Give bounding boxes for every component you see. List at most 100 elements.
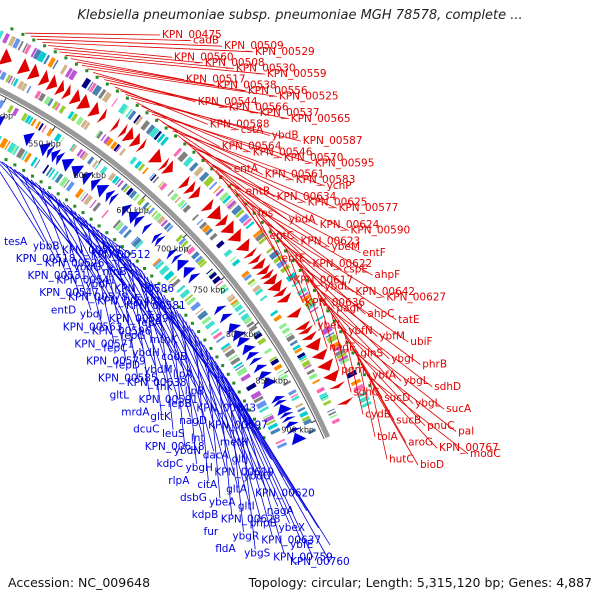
gene-label-forward: sucB xyxy=(396,414,421,426)
leader-line xyxy=(22,174,68,277)
feature-block xyxy=(241,270,250,279)
feature-block xyxy=(89,199,97,209)
leader-line xyxy=(115,246,139,379)
leader-line xyxy=(341,329,445,410)
feature-block xyxy=(70,144,78,153)
feature-block xyxy=(291,395,300,402)
leader-line xyxy=(169,302,186,447)
leader-line xyxy=(369,381,388,460)
leader-line xyxy=(347,340,395,421)
feature-block xyxy=(152,176,160,184)
leader-line xyxy=(129,259,150,396)
gc-dot xyxy=(157,282,161,286)
gene-label-reverse: KPN_00760 xyxy=(290,556,350,568)
gene-label-reverse: KPN_00628 xyxy=(221,513,281,525)
leader-line xyxy=(24,32,161,36)
gene-label-forward: ybdL xyxy=(324,280,350,292)
gene-label-reverse: gltI xyxy=(238,501,255,513)
gene-label-forward: sdhD xyxy=(434,381,461,393)
feature-block xyxy=(326,333,338,344)
gene-label-forward: ybeL xyxy=(317,319,342,331)
gc-dot xyxy=(95,75,99,79)
gc-dot xyxy=(113,238,117,242)
gene-label-reverse: KPN_00512 xyxy=(91,249,151,261)
tick-mark xyxy=(98,158,103,164)
gene-label-forward: KPN_00508 xyxy=(205,57,265,69)
gene-label-reverse: KPN_00526 xyxy=(45,257,105,269)
map-title: Klebsiella pneumoniae subsp. pneumoniae … xyxy=(77,8,523,23)
gene-label-reverse: fepC xyxy=(103,343,127,355)
feature-block xyxy=(179,288,191,299)
feature-block xyxy=(12,78,19,87)
tick-mark xyxy=(182,234,188,239)
leader-line xyxy=(185,321,226,469)
tick-label: 800 kbp xyxy=(226,330,259,339)
feature-block xyxy=(221,287,230,295)
cds-arrow xyxy=(237,337,251,348)
feature-block xyxy=(249,281,257,288)
feature-block xyxy=(268,249,281,260)
feature-block xyxy=(252,229,263,239)
feature-block xyxy=(276,369,285,375)
gene-label-forward: KPN_00565 xyxy=(291,113,351,125)
feature-block xyxy=(242,217,253,227)
gene-label-reverse: KPN_00597 xyxy=(208,420,268,432)
feature-block xyxy=(235,209,245,219)
cds-arrow xyxy=(161,160,174,174)
gene-label-reverse: KPN_00518 xyxy=(16,253,76,265)
feature-block xyxy=(225,198,234,207)
feature-block xyxy=(153,130,162,141)
feature-block xyxy=(259,405,270,413)
gene-label-forward: ybgL xyxy=(415,398,441,410)
gene-label-reverse: KPN_00586 xyxy=(114,283,174,295)
gene-label-reverse: nagD xyxy=(179,415,207,427)
gene-label-reverse: ybdJ xyxy=(80,309,103,321)
cds-arrow xyxy=(297,324,313,335)
feature-block xyxy=(338,354,349,362)
gene-label-forward: bioD xyxy=(420,459,444,471)
feature-block xyxy=(94,162,101,170)
feature-block xyxy=(91,84,103,97)
gene-label-forward: KPN_00546 xyxy=(253,146,313,158)
gene-label-reverse: fepG xyxy=(121,330,146,342)
gene-label-forward: KPN_00559 xyxy=(267,68,327,80)
gene-label-forward: pnuC xyxy=(427,420,454,432)
feature-block xyxy=(253,395,264,404)
leader-line xyxy=(194,332,209,481)
leader-line xyxy=(119,249,168,383)
leader-line xyxy=(74,211,132,332)
gene-label-reverse: ybeA xyxy=(209,496,236,508)
gene-label-reverse: mtnK xyxy=(150,334,179,346)
gene-label-forward: KPN_00525 xyxy=(279,90,339,102)
gene-label-reverse: KPN_00507 xyxy=(62,245,122,257)
gene-label-reverse: lipA xyxy=(173,368,193,380)
feature-block xyxy=(163,270,175,281)
feature-block xyxy=(263,347,273,355)
gc-dot xyxy=(145,111,149,115)
feature-block xyxy=(213,185,222,194)
feature-block xyxy=(250,390,262,400)
cds-arrow xyxy=(243,247,257,259)
feature-block xyxy=(262,413,273,419)
feature-block xyxy=(32,48,42,60)
leader-line xyxy=(0,163,74,247)
leader-line xyxy=(206,348,221,499)
feature-block xyxy=(0,69,2,75)
feature-block xyxy=(197,310,209,321)
feature-block xyxy=(270,358,280,366)
leader-line xyxy=(281,242,397,321)
feature-block xyxy=(68,69,78,81)
leader-line xyxy=(38,185,80,294)
leader-line xyxy=(197,336,238,486)
leader-line xyxy=(316,290,340,371)
feature-block xyxy=(306,368,315,376)
feature-block xyxy=(243,273,252,282)
gene-label-reverse: KPN_00581 xyxy=(126,300,186,312)
feature-block xyxy=(115,178,122,186)
feature-block xyxy=(105,137,114,147)
leader-line xyxy=(14,169,114,268)
feature-block xyxy=(186,246,196,255)
leader-line xyxy=(354,351,457,432)
leader-line xyxy=(344,335,364,415)
feature-block xyxy=(99,166,108,175)
